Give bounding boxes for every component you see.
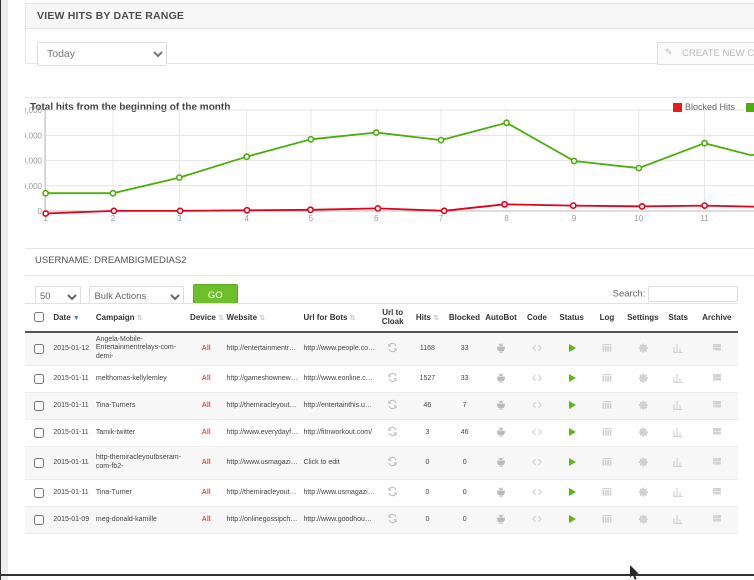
svg-text:2: 2: [111, 214, 116, 223]
svg-text:4: 4: [244, 214, 249, 223]
svg-text:11: 11: [700, 214, 709, 223]
svg-text:9: 9: [572, 214, 577, 223]
svg-text:500,000: 500,000: [25, 182, 43, 191]
svg-text:10: 10: [634, 214, 643, 223]
svg-text:2,000,000: 2,000,000: [25, 106, 43, 115]
svg-text:5: 5: [309, 214, 314, 223]
svg-text:1,000,000: 1,000,000: [25, 157, 43, 166]
svg-text:1,500,000: 1,500,000: [25, 131, 43, 140]
svg-text:3: 3: [177, 214, 182, 223]
svg-text:0: 0: [38, 207, 43, 216]
svg-text:6: 6: [374, 214, 379, 223]
svg-text:8: 8: [504, 214, 509, 223]
svg-text:7: 7: [439, 214, 444, 223]
